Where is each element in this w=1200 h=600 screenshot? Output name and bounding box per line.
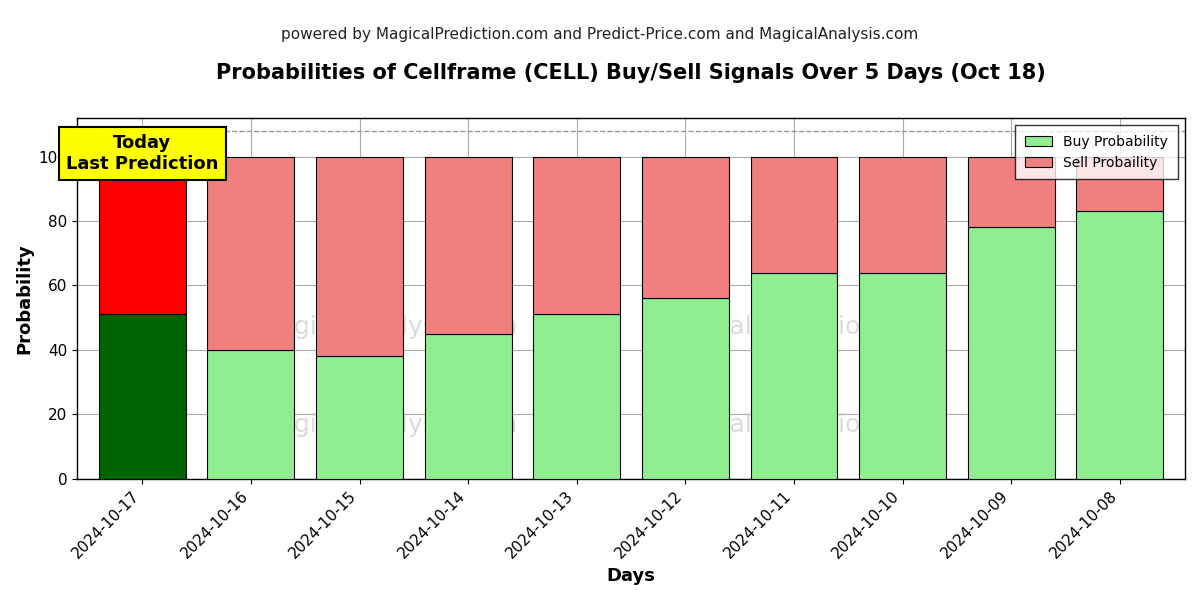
- Bar: [98, 314, 186, 479]
- X-axis label: Days: Days: [607, 567, 655, 585]
- Bar: [967, 157, 1055, 227]
- Bar: [750, 157, 838, 272]
- Bar: [425, 157, 511, 334]
- Bar: [98, 157, 186, 314]
- Bar: [533, 157, 620, 314]
- Text: MagicalAnalysis.com: MagicalAnalysis.com: [257, 413, 517, 437]
- Legend: Buy Probability, Sell Probaility: Buy Probability, Sell Probaility: [1015, 125, 1178, 179]
- Bar: [316, 356, 403, 479]
- Bar: [316, 157, 403, 356]
- Text: MagicalPrediction.com: MagicalPrediction.com: [656, 413, 938, 437]
- Bar: [533, 314, 620, 479]
- Bar: [859, 157, 946, 272]
- Y-axis label: Probability: Probability: [14, 243, 32, 354]
- Text: MagicalPrediction.com: MagicalPrediction.com: [656, 315, 938, 339]
- Title: Probabilities of Cellframe (CELL) Buy/Sell Signals Over 5 Days (Oct 18): Probabilities of Cellframe (CELL) Buy/Se…: [216, 63, 1046, 83]
- Bar: [208, 157, 294, 350]
- Bar: [1076, 157, 1163, 211]
- Bar: [642, 157, 728, 298]
- Bar: [859, 272, 946, 479]
- Bar: [208, 350, 294, 479]
- Bar: [750, 272, 838, 479]
- Bar: [967, 227, 1055, 479]
- Text: powered by MagicalPrediction.com and Predict-Price.com and MagicalAnalysis.com: powered by MagicalPrediction.com and Pre…: [281, 27, 919, 42]
- Text: Today
Last Prediction: Today Last Prediction: [66, 134, 218, 173]
- Bar: [1076, 211, 1163, 479]
- Bar: [642, 298, 728, 479]
- Text: MagicalAnalysis.com: MagicalAnalysis.com: [257, 315, 517, 339]
- Bar: [425, 334, 511, 479]
